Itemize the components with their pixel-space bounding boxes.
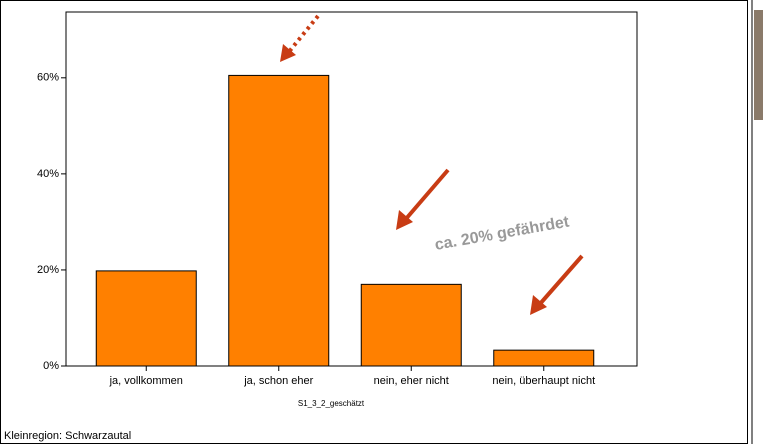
y-tick-label: 0% [43, 360, 59, 372]
arrow [286, 14, 320, 55]
y-tick-label: 60% [37, 72, 59, 84]
arrow-head [280, 44, 296, 62]
x-tick-label: ja, schon eher [243, 375, 313, 387]
bar [95, 270, 197, 367]
arrow [403, 168, 450, 222]
bar [493, 349, 595, 367]
x-tick-label: ja, vollkommen [109, 375, 183, 387]
x-axis-label: S1_3_2_geschätzt [298, 399, 365, 408]
bar [360, 283, 462, 367]
image-fragment [754, 10, 763, 120]
x-tick-label: nein, eher nicht [374, 375, 449, 387]
y-tick-label: 20% [37, 264, 59, 276]
arrow-head [530, 295, 547, 315]
y-tick-label: 40% [37, 168, 59, 180]
x-tick-label: nein, überhaupt nicht [492, 375, 595, 387]
bar [228, 74, 330, 367]
footer: Kleinregion: Schwarzautal [4, 430, 131, 442]
arrow-head [396, 210, 413, 230]
arrow [537, 254, 584, 307]
arrows [280, 14, 584, 315]
